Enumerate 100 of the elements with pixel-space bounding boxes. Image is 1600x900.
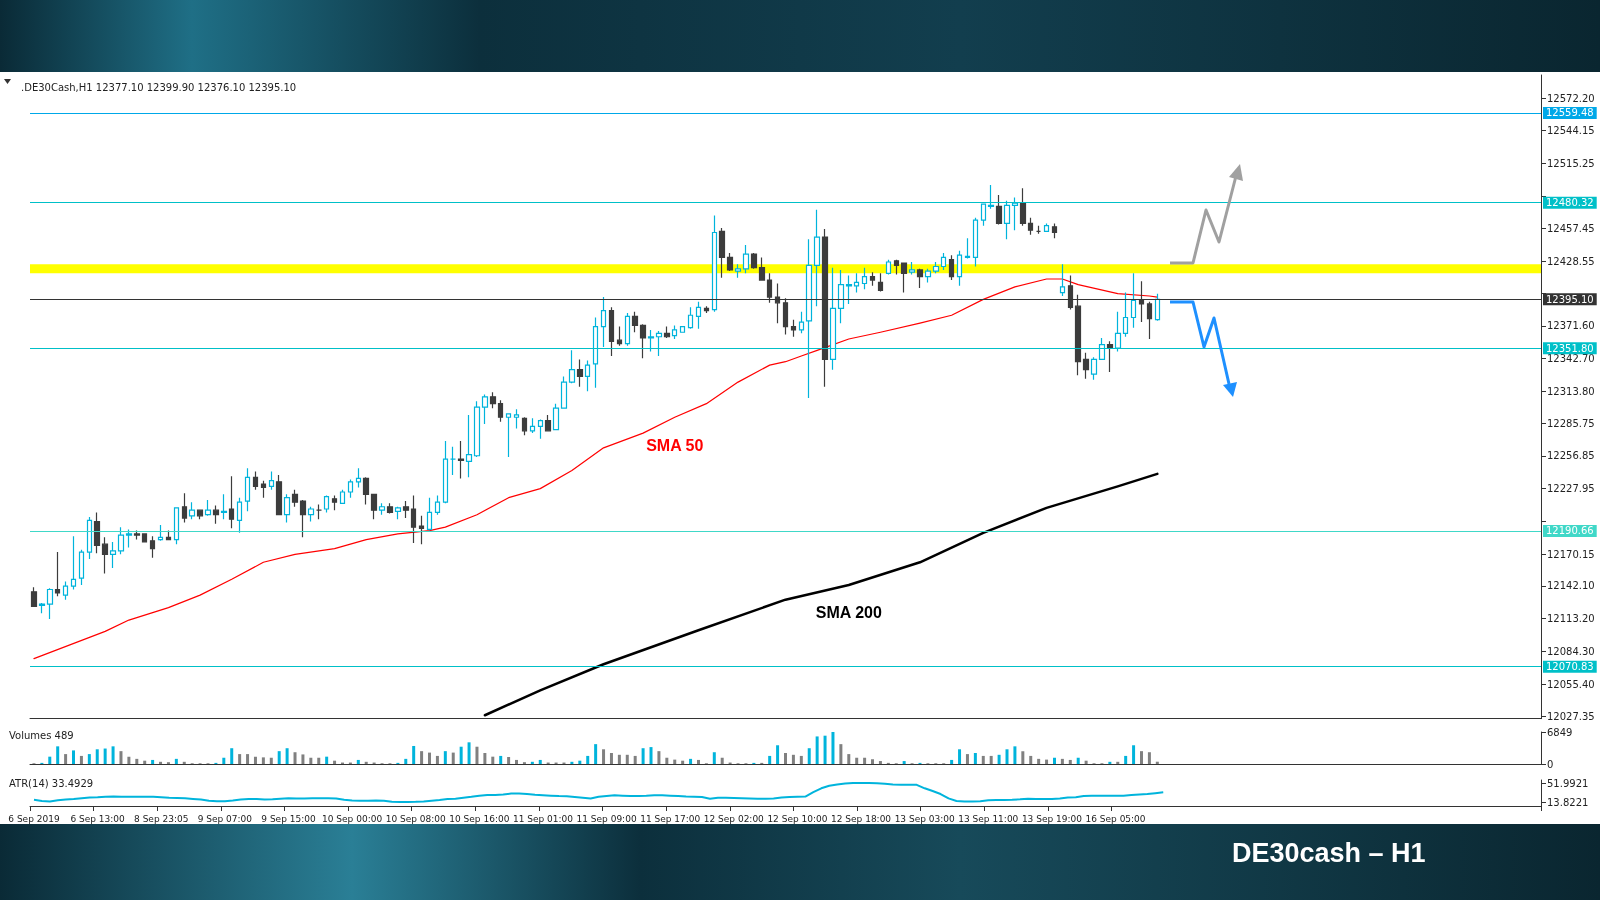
x-tick-label: 11 Sep 09:00 [576,813,637,824]
bar [696,759,700,764]
bar [1124,755,1128,764]
candlestick [1106,340,1114,373]
bar [878,761,882,764]
candlestick [592,316,599,389]
candlestick [70,535,77,591]
bar [625,754,629,764]
bar [1045,759,1049,764]
x-tick-label: 13 Sep 03:00 [894,813,955,824]
bar [151,759,155,764]
candlestick [220,493,228,520]
bar [269,757,273,764]
bar [689,758,693,764]
bar [95,749,99,764]
candlestick [1098,337,1106,361]
bar [973,752,977,764]
bar [578,760,582,764]
candlestick [149,535,156,559]
candlestick [631,311,639,333]
candlestick [410,494,417,544]
candlestick [62,580,69,601]
bar [309,757,313,764]
candlestick [829,267,837,371]
candlestick [109,541,117,569]
candlestick [679,325,686,333]
y-tick-label: 12313.80 [1547,385,1595,397]
bar [831,732,835,764]
candlestick [703,305,710,314]
candlestick [173,507,180,545]
bar [609,752,613,764]
bar [499,755,503,764]
y-tick-label: 12515.25 [1547,157,1595,169]
bar [1060,758,1064,764]
candlestick [394,506,402,520]
candlestick [307,506,315,523]
bar [673,759,677,764]
bar [586,755,590,764]
x-tick-label: 8 Sep 23:05 [134,813,189,824]
candlestick [972,217,979,268]
candlestick [38,602,46,614]
candlestick [78,549,85,586]
bar [467,742,471,764]
candlestick [196,509,204,520]
candlestick [386,502,394,515]
bar [79,755,83,764]
bar [594,744,598,764]
candlestick [228,475,235,529]
candlestick [837,269,845,324]
bar [1076,757,1080,764]
candlestick [505,413,512,458]
bar [119,751,123,764]
chart-title: ATR(14) 33.4929 [9,777,94,789]
bar [317,757,321,764]
bar [174,758,178,764]
candlestick [853,272,860,294]
bar [1139,751,1143,764]
candlestick [560,375,568,409]
candlestick [900,262,908,294]
candlestick [347,478,354,499]
x-tick-label: 9 Sep 07:00 [197,813,253,824]
bar [428,752,432,764]
candlestick [291,489,299,508]
bar [325,756,329,764]
candlestick [845,274,853,305]
bar [443,751,447,764]
bar [143,760,147,764]
bar [127,756,131,764]
x-tick-label: 6 Sep 13:00 [70,813,126,824]
candlestick [117,526,125,555]
candlestick [576,358,584,388]
bar [507,756,511,764]
candlestick [434,494,441,516]
ref-line-label: 12351.80 [1546,342,1594,354]
candlestick [323,494,330,514]
candlestick [916,268,924,289]
candlestick [125,528,133,549]
candlestick [600,296,607,348]
candlestick [101,536,109,575]
candlestick [552,403,560,431]
candlestick [283,493,291,524]
bar [238,754,242,764]
candlestick [924,268,932,283]
bar [261,757,265,764]
chart-title: Volumes 489 [9,729,74,741]
bar [807,748,811,764]
candlestick [315,503,323,520]
bar [633,755,637,764]
x-tick-label: 12 Sep 02:00 [703,813,765,824]
candlestick [624,312,631,347]
candlestick [790,319,797,338]
candlestick [1114,311,1122,353]
text: .DE30Cash,H1 12377.10 12399.90 12376.10 12395.10 [21,81,297,93]
bar [87,754,91,764]
bar [356,759,360,764]
bar [111,746,115,764]
candlestick [442,440,449,504]
candlestick [489,391,497,409]
candlestick [362,476,370,506]
candlestick [639,323,647,359]
